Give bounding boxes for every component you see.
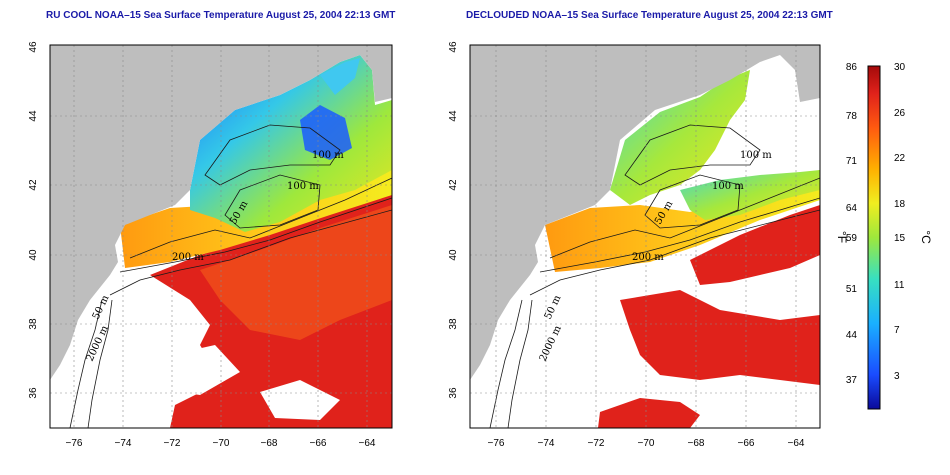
left-shelf-water	[190, 55, 392, 232]
celsius-tick-label: 26	[894, 108, 906, 119]
celsius-tick-label: 15	[894, 233, 906, 244]
y-tick-label: 40	[28, 249, 39, 261]
right-y-axis: 46 44 42 40 38 36	[448, 41, 459, 399]
right-map-frame	[469, 44, 821, 429]
right-panel-title: DECLOUDED NOAA–15 Sea Surface Temperatur…	[466, 10, 833, 21]
fahrenheit-tick-label: 59	[846, 233, 858, 244]
left-panel-title: RU COOL NOAA–15 Sea Surface Temperature …	[46, 10, 396, 21]
right-contour-label: 100 m	[740, 150, 772, 161]
x-tick-label: −70	[213, 438, 230, 449]
y-tick-label: 46	[448, 41, 459, 53]
celsius-tick-label: 11	[894, 280, 905, 291]
x-tick-label: −72	[588, 438, 605, 449]
celsius-tick-label: 18	[894, 199, 906, 210]
fahrenheit-unit-label: °F	[835, 231, 849, 243]
x-tick-label: −74	[538, 438, 555, 449]
colorbar-celsius-ticks: 30 26 22 18 15 11 7 3	[894, 62, 906, 382]
y-tick-label: 36	[28, 387, 39, 399]
right-warm-water-patch	[598, 398, 700, 428]
fahrenheit-tick-label: 86	[846, 62, 858, 73]
y-tick-label: 36	[448, 387, 459, 399]
colorbar-fahrenheit-ticks: 86 78 71 64 59 51 44 37	[846, 62, 858, 386]
celsius-unit-label: °C	[919, 230, 933, 244]
fahrenheit-tick-label: 71	[846, 156, 858, 167]
y-tick-label: 38	[28, 318, 39, 330]
x-tick-label: −66	[310, 438, 327, 449]
y-tick-label: 40	[448, 249, 459, 261]
right-x-axis: −76 −74 −72 −70 −68 −66 −64	[488, 438, 805, 449]
y-tick-label: 38	[448, 318, 459, 330]
x-tick-label: −72	[164, 438, 181, 449]
right-shelf-water-east	[680, 170, 820, 220]
celsius-tick-label: 22	[894, 153, 906, 164]
right-warm-water	[690, 205, 820, 285]
right-map	[470, 45, 820, 428]
x-tick-label: −64	[359, 438, 376, 449]
celsius-tick-label: 3	[894, 371, 900, 382]
fahrenheit-tick-label: 44	[846, 330, 858, 341]
fahrenheit-tick-label: 51	[846, 284, 858, 295]
x-tick-label: −66	[738, 438, 755, 449]
left-contour-label: 100 m	[287, 181, 319, 192]
left-cloud-patch	[165, 345, 240, 395]
y-tick-label: 44	[448, 110, 459, 122]
right-bathymetry-contours	[489, 124, 820, 428]
x-tick-label: −68	[688, 438, 705, 449]
right-contour-label: 100 m	[712, 181, 744, 192]
x-tick-label: −76	[488, 438, 505, 449]
x-tick-label: −70	[638, 438, 655, 449]
fahrenheit-tick-label: 64	[846, 203, 858, 214]
x-tick-label: −74	[115, 438, 132, 449]
right-shelf-water	[610, 70, 750, 205]
y-tick-label: 44	[28, 110, 39, 122]
left-warm-slope	[200, 205, 392, 340]
celsius-tick-label: 30	[894, 62, 906, 73]
left-map-frame	[49, 44, 393, 429]
left-map	[50, 45, 392, 428]
right-warm-water-south	[620, 290, 820, 385]
left-cold-pool	[300, 105, 352, 160]
right-land	[470, 45, 820, 380]
x-tick-label: −64	[788, 438, 805, 449]
x-tick-label: −68	[261, 438, 278, 449]
left-bay-of-fundy	[320, 58, 360, 95]
right-contour-label: 200 m	[632, 252, 664, 263]
y-tick-label: 42	[28, 179, 39, 191]
celsius-tick-label: 7	[894, 325, 900, 336]
left-x-axis: −76 −74 −72 −70 −68 −66 −64	[66, 438, 376, 449]
fahrenheit-tick-label: 37	[846, 375, 858, 386]
left-contour-label: 200 m	[172, 252, 204, 263]
right-grid	[470, 45, 820, 428]
fahrenheit-tick-label: 78	[846, 111, 858, 122]
x-tick-label: −76	[66, 438, 83, 449]
colorbar	[867, 65, 881, 410]
left-y-axis: 46 44 42 40 38 36	[28, 41, 39, 399]
left-grid	[50, 45, 392, 428]
left-land	[50, 45, 392, 380]
left-cloud-patch-2	[260, 380, 340, 420]
left-bathymetry-contours	[69, 124, 392, 428]
left-contour-label: 100 m	[312, 150, 344, 161]
y-tick-label: 46	[28, 41, 39, 53]
y-tick-label: 42	[448, 179, 459, 191]
